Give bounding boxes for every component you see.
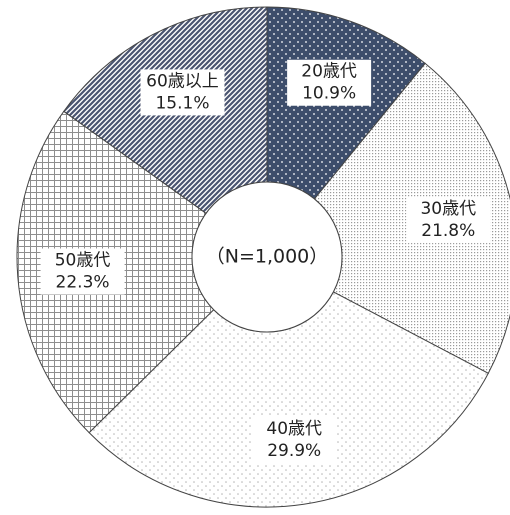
label-box — [140, 69, 225, 116]
donut-hole — [191, 181, 343, 333]
label-box — [406, 197, 491, 244]
value-label: 10.9% — [302, 84, 356, 104]
value-label: 15.1% — [155, 93, 209, 113]
category-label: 40歳代 — [266, 419, 322, 439]
label-box — [252, 416, 337, 463]
category-label: 20歳代 — [301, 62, 357, 82]
label-box — [287, 59, 372, 106]
category-label: 60歳以上 — [146, 71, 219, 91]
category-label: 30歳代 — [420, 199, 476, 219]
value-label: 21.8% — [421, 221, 475, 241]
value-label: 22.3% — [56, 273, 110, 293]
value-label: 29.9% — [267, 441, 321, 461]
center-label: （N=1,000） — [206, 246, 329, 268]
category-label: 50歳代 — [55, 251, 111, 271]
label-box — [40, 248, 125, 295]
